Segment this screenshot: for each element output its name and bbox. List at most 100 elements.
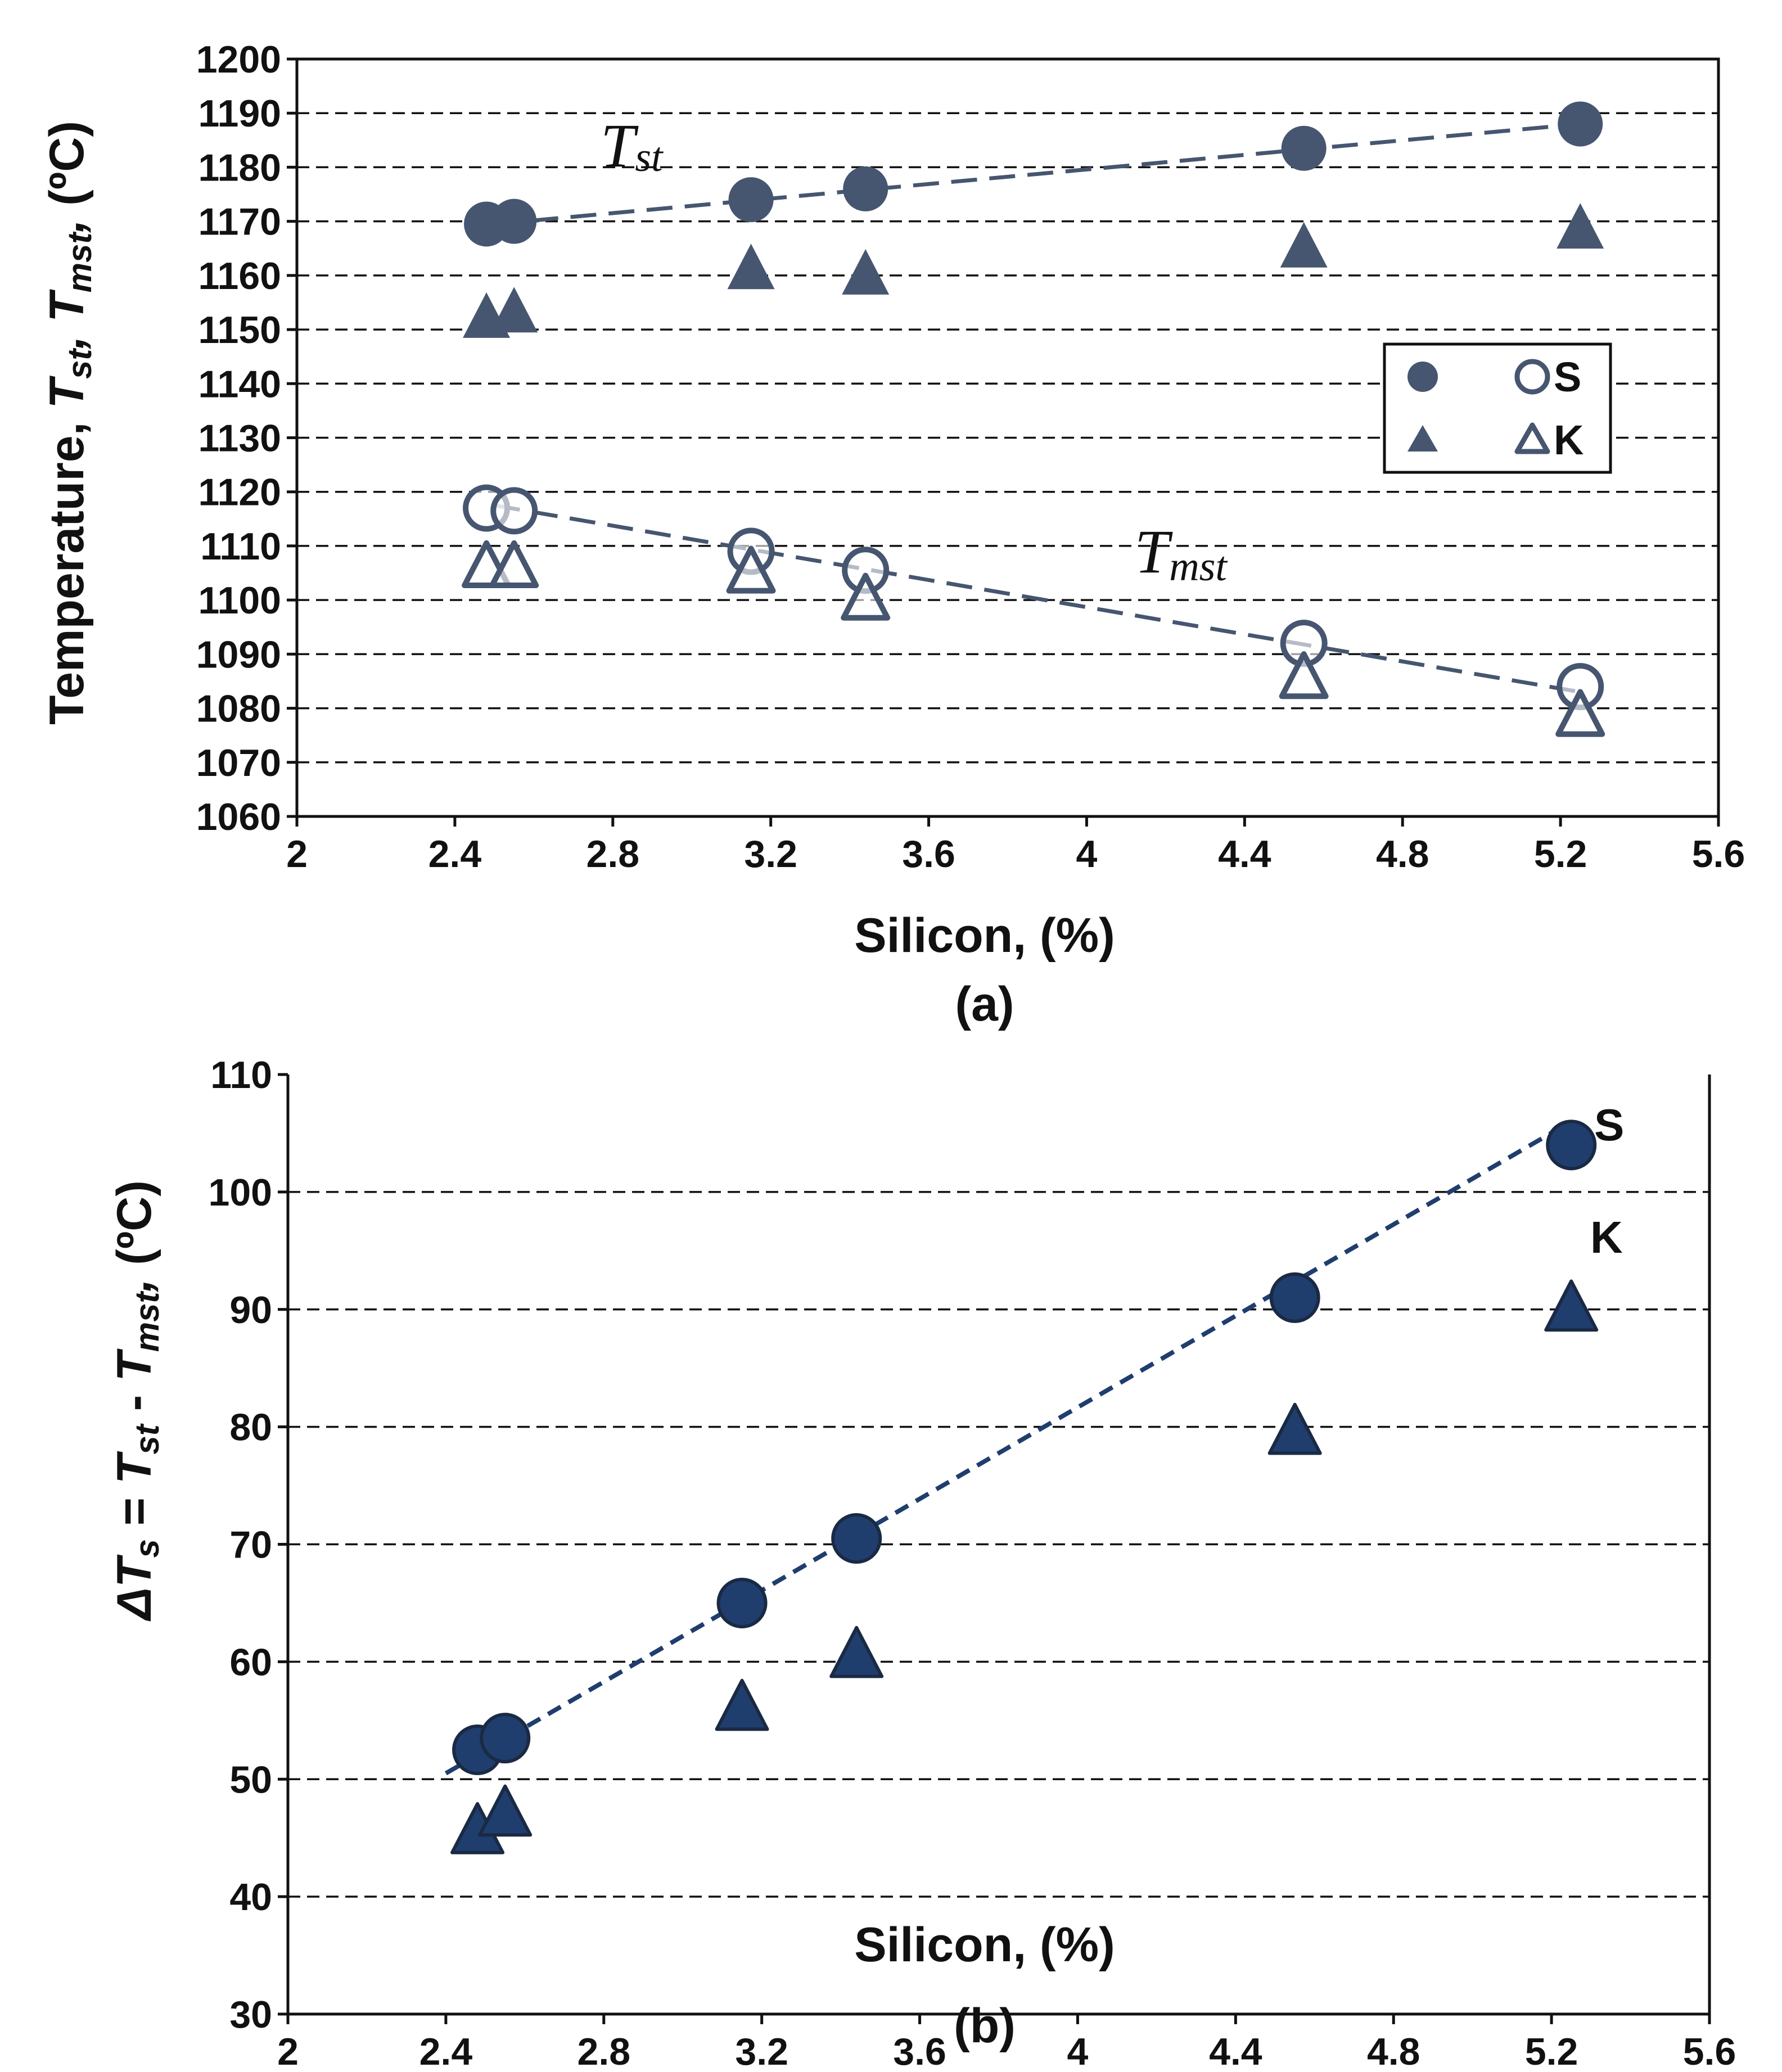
legend-k-label: K (1554, 417, 1584, 463)
chart-b-marks (450, 1119, 1599, 1854)
point-k-tmst (1279, 651, 1329, 699)
y-tick-label: 1120 (198, 471, 281, 514)
chart-a-marks (462, 101, 1605, 737)
point-k (478, 1784, 533, 1837)
point-k (715, 1678, 769, 1731)
point-k-tst (842, 249, 890, 295)
x-tick-label: 4 (1076, 833, 1098, 875)
legend-s-filled-circle (1407, 362, 1438, 392)
point-s-tst (1558, 101, 1603, 147)
y-tick-label: 1160 (198, 255, 281, 297)
chart-a-x-axis-title: Silicon, (%) (854, 909, 1115, 963)
point-k-tst (727, 243, 775, 290)
point-k-tst (1280, 222, 1328, 268)
x-tick-label: 5.2 (1525, 2030, 1578, 2072)
x-tick-label: 2 (286, 833, 308, 875)
chart-b-x-ticks: 2 2.4 2.8 3.2 3.6 4 4.4 4.8 5.2 5.6 (277, 2014, 1736, 2072)
x-tick-label: 5.6 (1683, 2030, 1736, 2072)
x-tick-label: 2.4 (419, 2030, 473, 2072)
chart-a-legend: S K (1383, 342, 1612, 474)
y-tick-label: 1070 (196, 742, 281, 784)
point-k-tmst (1555, 689, 1605, 737)
x-tick-label: 5.2 (1534, 833, 1587, 875)
x-tick-label: 4.4 (1218, 833, 1271, 875)
x-tick-label: 3.2 (735, 2030, 788, 2072)
annotation-tst-t: T (601, 111, 639, 180)
trendline (494, 121, 1581, 226)
legend-k-filled-triangle (1407, 425, 1438, 452)
point-k (829, 1626, 884, 1678)
x-tick-label: 3.6 (893, 2030, 946, 2072)
chart-b-label-s: S (1594, 1100, 1624, 1150)
y-tick-label: 1100 (198, 579, 281, 622)
y-tick-label: 1150 (198, 309, 281, 351)
y-tick-label: 1110 (200, 525, 281, 568)
point-s (1546, 1119, 1597, 1171)
point-s (480, 1713, 531, 1764)
y-tick-label: 110 (210, 1054, 272, 1096)
legend-s-label: S (1554, 354, 1581, 400)
trendline (444, 1119, 1573, 1776)
chart-b: 30 40 50 60 70 80 90 100 110 2 2.4 2.8 3.2 3.6 4 4.4 4.… (107, 1054, 1736, 2072)
y-tick-label: 1180 (198, 146, 281, 189)
point-k-tmst (489, 540, 539, 589)
y-tick-label: 100 (209, 1171, 272, 1214)
y-tick-label: 60 (229, 1641, 272, 1683)
legend-s-open-circle (1514, 359, 1550, 395)
point-k-tst (490, 287, 538, 333)
chart-a-y-axis-title: Temperature, Tst, Tmst, (ºC) (40, 121, 98, 725)
x-tick-label: 5.6 (1692, 833, 1745, 875)
annotation-tst: Tst (601, 111, 664, 180)
y-tick-label: 1140 (198, 363, 281, 405)
chart-a-y-ticks: 1060 1070 1080 1090 1100 1110 1120 1130 1140 1150… (196, 38, 297, 838)
x-tick-label: 2.4 (428, 833, 482, 875)
x-tick-label: 2.8 (578, 2030, 631, 2072)
point-k-tmst (841, 572, 891, 621)
chart-b-y-ticks: 30 40 50 60 70 80 90 100 110 (209, 1054, 288, 2036)
point-s-tst (491, 198, 537, 244)
point-s-tst (728, 177, 774, 223)
y-tick-label: 1200 (196, 38, 281, 81)
y-tick-label: 1090 (196, 633, 281, 676)
y-tick-label: 50 (229, 1758, 272, 1801)
x-tick-label: 3.6 (902, 833, 955, 875)
y-tick-label: 80 (229, 1406, 272, 1449)
chart-b-x-axis-title: Silicon, (%) (854, 1918, 1115, 1972)
annotation-tmst-t: T (1135, 517, 1173, 586)
chart-b-label-k: K (1590, 1212, 1623, 1262)
x-tick-label: 4.4 (1209, 2030, 1262, 2072)
point-s-tmst (490, 487, 538, 535)
x-tick-label: 3.2 (744, 833, 797, 875)
annotation-tst-sub: st (635, 134, 664, 180)
trendline (494, 503, 1581, 694)
y-tick-label: 90 (229, 1289, 272, 1331)
y-tick-label: 1080 (196, 688, 281, 730)
chart-a: 1060 1070 1080 1090 1100 1110 1120 1130 1140 1150… (40, 38, 1745, 1031)
y-tick-label: 40 (229, 1876, 272, 1918)
point-k-tmst (726, 545, 776, 594)
x-tick-label: 4.8 (1367, 2030, 1420, 2072)
point-s (1269, 1272, 1320, 1323)
chart-a-trendlines (494, 121, 1581, 694)
y-tick-label: 30 (229, 1993, 272, 2036)
x-tick-label: 4.8 (1376, 833, 1429, 875)
y-tick-label: 1190 (198, 92, 281, 135)
x-tick-label: 2 (277, 2030, 299, 2072)
x-tick-label: 2.8 (587, 833, 640, 875)
chart-b-gridlines (288, 1191, 1709, 1898)
point-s-tst (1281, 125, 1327, 171)
point-s-tst (843, 166, 888, 211)
y-tick-label: 1170 (198, 201, 281, 243)
point-k-tst (1557, 203, 1604, 249)
point-s (716, 1577, 768, 1628)
annotation-tmst: Tmst (1135, 517, 1228, 590)
x-tick-label: 4 (1067, 2030, 1089, 2072)
chart-b-caption: (b) (954, 1999, 1016, 2053)
chart-a-caption: (a) (955, 977, 1014, 1031)
chart-b-y-axis-title: ΔTs = Tst - Tmst, (ºC) (107, 1180, 166, 1622)
y-tick-label: 1060 (196, 796, 281, 838)
chart-b-trendlines (444, 1119, 1573, 1776)
point-s (831, 1513, 882, 1564)
annotation-tmst-sub: mst (1169, 544, 1228, 590)
